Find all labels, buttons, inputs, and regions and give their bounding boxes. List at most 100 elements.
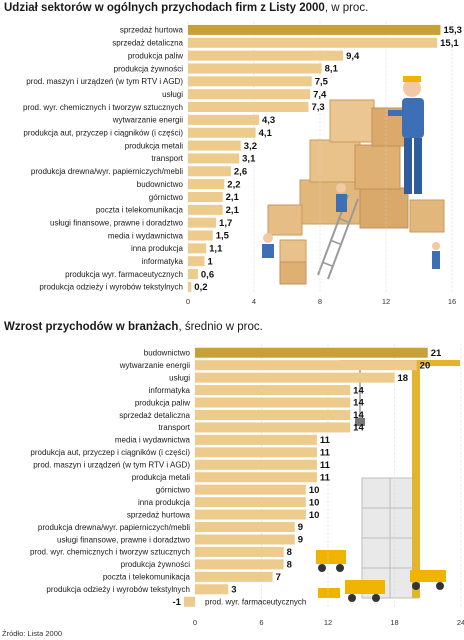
chart2-value-label: 7 [276, 572, 281, 583]
chart1-category-label: sprzedaż detaliczna [112, 39, 183, 48]
chart1-value-label: 7,4 [313, 89, 327, 100]
chart1-category-label: prod. maszyn i urządzeń (w tym RTV i AGD… [26, 77, 183, 86]
chart1-value-label: 7,5 [315, 77, 329, 88]
chart2-value-label: 18 [398, 373, 409, 384]
chart2-x-tick: 12 [324, 618, 332, 627]
chart1-bar [188, 37, 438, 48]
chart2-category-label: transport [158, 423, 190, 432]
chart1-bar [188, 76, 312, 87]
chart2-bar [195, 434, 317, 445]
chart2-bar [195, 484, 306, 495]
chart1-value-label: 1 [208, 256, 214, 267]
chart1-bar [188, 269, 198, 280]
chart1-category-label: prod. wyr. chemicznych i tworzyw sztuczn… [23, 103, 183, 112]
chart2-category-label: prod. wyr. chemicznych i tworzyw sztuczn… [30, 548, 190, 557]
chart1-value-label: 7,3 [311, 102, 324, 113]
chart2-category-label: górnictwo [156, 485, 191, 494]
chart1-title: Udział sektorów w ogólnych przychodach f… [4, 2, 368, 14]
chart2-value-label: 21 [431, 348, 442, 359]
chart1-value-label: 2,2 [227, 179, 240, 190]
chart1-bar [188, 179, 225, 190]
chart2-title-rest: , średnio w proc. [178, 321, 263, 333]
chart1-value-label: 2,1 [226, 205, 240, 216]
chart1-category-label: media i wydawnictwa [108, 231, 184, 240]
source-note: Źródło: Lista 2000 [2, 629, 63, 638]
chart1-category-label: górnictwo [149, 193, 184, 202]
chart1-category-label: usługi finansowe, prawne i doradztwo [50, 218, 184, 227]
chart2-bar [195, 472, 317, 483]
chart2-category-label: usługi finansowe, prawne i doradztwo [57, 535, 191, 544]
chart2-title-bold: Wzrost przychodów w branżach [4, 321, 179, 333]
chart2-bar [195, 571, 273, 582]
chart2-value-label: 20 [420, 360, 431, 371]
chart2-bar [195, 347, 428, 358]
chart1-bar [188, 153, 240, 164]
chart2-value-label: 10 [309, 497, 320, 508]
chart1-category-label: produkcja drewna/wyr. papierniczych/mebl… [31, 167, 183, 176]
chart2-value-label: 11 [320, 448, 331, 459]
chart1-value-label: 0,2 [194, 282, 207, 293]
chart2-value-label: 10 [309, 510, 320, 521]
chart1-title-rest: , w proc. [324, 2, 369, 14]
chart1-category-label: budownictwo [137, 180, 184, 189]
chart1-bar [188, 243, 207, 254]
chart2-category-label: poczta i telekomunikacja [103, 573, 191, 582]
chart2-title: Wzrost przychodów w branżach, średnio w … [4, 321, 263, 333]
chart2-bar [195, 559, 284, 570]
chart1-category-label: inna produkcja [131, 244, 184, 253]
chart2-x-tick: 18 [390, 618, 398, 627]
chart2-bar [195, 534, 295, 545]
chart2-bar [195, 522, 295, 533]
chart1-bar [188, 191, 223, 202]
chart2-category-label: produkcja odzieży i wyrobów tekstylnych [46, 585, 190, 594]
chart1-value-label: 3,2 [244, 141, 257, 152]
illustration-boxes-workers [262, 76, 445, 285]
chart2-value-label: 8 [287, 547, 292, 558]
chart2-bar [195, 397, 351, 408]
chart2-value-label: 10 [309, 485, 320, 496]
chart2-category-label: usługi [169, 373, 190, 382]
chart2-value-label: -1 [172, 597, 181, 608]
chart1-category-label: wytwarzanie energii [112, 116, 183, 125]
chart1-value-label: 0,6 [201, 269, 214, 280]
chart2-category-label: produkcja aut, przyczep i ciągników (i c… [30, 448, 190, 457]
chart1-bar [188, 256, 205, 267]
chart2-value-label: 9 [298, 522, 303, 533]
chart2-category-label: inna produkcja [138, 498, 191, 507]
chart2-bar [195, 447, 317, 458]
chart1-bar [188, 230, 213, 241]
chart2-category-label: produkcja żywności [121, 560, 191, 569]
chart2-value-label: 14 [353, 423, 364, 434]
chart1-bar [188, 89, 311, 100]
chart1-category-label: produkcja wyr. farmaceutycznych [65, 270, 183, 279]
chart1-x-tick: 4 [252, 297, 256, 306]
chart2-x-tick: 0 [193, 618, 197, 627]
revenue-growth-chart: budownictwo 21 wytwarzanie energii 20 usługi… [30, 344, 464, 627]
chart1-bar [188, 127, 256, 138]
chart1-category-label: transport [151, 154, 183, 163]
chart1-category-label: usługi [162, 90, 183, 99]
chart1-value-label: 1,5 [216, 231, 230, 242]
chart2-x-tick: 6 [259, 618, 263, 627]
chart2-bar [195, 409, 351, 420]
chart2-value-label: 14 [353, 410, 364, 421]
chart1-value-label: 4,1 [259, 128, 273, 139]
chart2-category-label: sprzedaż detaliczna [119, 411, 190, 420]
chart1-title-bold: Udział sektorów w ogólnych przychodach f… [4, 2, 325, 14]
chart1-bar [188, 50, 344, 61]
chart1-category-label: poczta i telekomunikacja [96, 206, 184, 215]
chart1-value-label: 9,4 [346, 51, 360, 62]
chart1-bar [188, 140, 241, 151]
chart2-bar [183, 596, 195, 607]
chart2-category-label: produkcja drewna/wyr. papierniczych/mebl… [38, 523, 190, 532]
chart1-bar [188, 24, 441, 35]
chart2-bar [195, 422, 351, 433]
chart1-value-label: 4,3 [262, 115, 275, 126]
chart1-x-tick: 16 [448, 297, 456, 306]
chart1-bar [188, 166, 231, 177]
chart1-category-label: produkcja metali [125, 141, 183, 150]
chart2-category-label: budownictwo [144, 349, 191, 358]
chart1-value-label: 1,1 [209, 244, 223, 255]
chart2-value-label: 8 [287, 560, 292, 571]
chart1-value-label: 8,1 [325, 64, 339, 75]
